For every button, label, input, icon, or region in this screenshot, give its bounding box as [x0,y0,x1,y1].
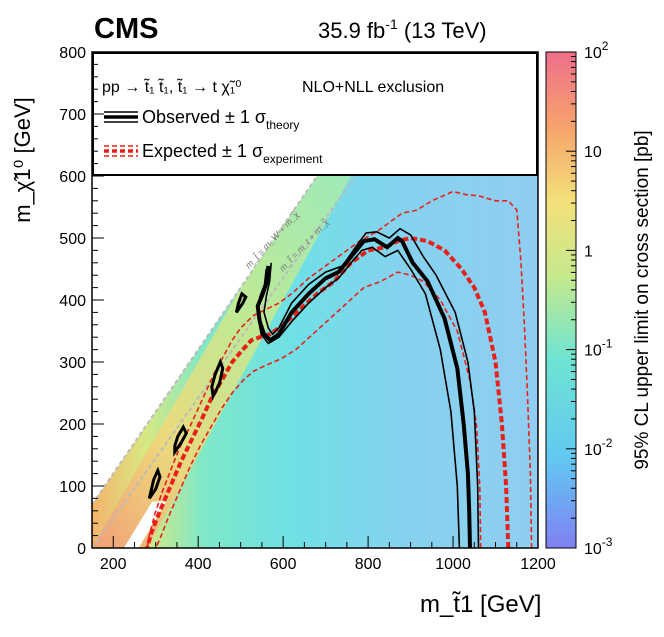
z-tick-exponent: -3 [602,535,613,549]
z-tick-base: 10 [584,442,602,459]
contours [145,190,533,548]
y-tick-label: 600 [59,169,86,186]
diagonal-mw-line [92,169,323,506]
legend-box [92,52,538,176]
cms-label: CMS [94,13,158,45]
z-tick-label: 102 [584,39,609,62]
color-bar [545,51,577,549]
expected-plus-1sigma-contour [146,190,533,548]
z-tick-label: 10-1 [584,337,613,360]
z-tick-exponent: -1 [602,337,613,351]
x-tick-label: 1200 [520,556,556,573]
diagonal-mt-line [92,175,357,548]
x-axis: 200 400 600 800 1000 1200 [100,536,556,573]
y-axis-label: m_χ̃1⁰ [GeV] [10,97,35,223]
luminosity-exponent: -1 [385,16,398,32]
y-tick-label: 700 [59,107,86,124]
y-tick-label: 500 [59,231,86,248]
legend: pp → t̃₁ t̃₁, t̃₁ → t χ̃₁⁰ NLO+NLL exclu… [92,52,538,176]
legend-expected-text: Expected ± 1 σ [142,141,263,161]
observed-island-2 [173,423,188,457]
z-tick-base: 10 [584,144,602,161]
x-tick-label: 800 [355,556,382,573]
expected-central-contour [145,235,511,548]
z-tick-label: 10-2 [584,436,613,459]
z-tick-exponent: -2 [602,436,613,450]
legend-observed-text: Observed ± 1 σ [142,107,266,127]
y-tick-label: 0 [77,541,86,558]
z-tick-label: 1 [584,243,593,260]
legend-exclusion: NLO+NLL exclusion [302,79,444,96]
legend-observed-sub: theory [266,118,299,132]
z-tick-base: 10 [584,45,602,62]
x-axis-label: m_t̃1 [GeV] [420,591,541,618]
z-axis-label: 95% CL upper limit on cross section [pb] [632,130,653,469]
x-tick-label: 200 [100,556,127,573]
y-tick-label: 200 [59,417,86,434]
y-axis: 0 100 200 300 400 500 600 700 800 [59,45,104,558]
x-tick-label: 600 [270,556,297,573]
observed-island-1 [147,466,162,500]
luminosity-label: 35.9 fb-1 (13 TeV) [318,16,487,43]
luminosity-value: 35.9 fb [318,18,385,43]
observed-island-4 [234,291,248,314]
expected-minus-1sigma-contour [154,271,482,548]
z-tick-label: 10 [584,144,602,161]
legend-expected-label: Expected ± 1 σexperiment [142,141,323,166]
legend-expected-sub: experiment [263,152,323,166]
observed-central-contour [255,235,472,548]
z-tick-label: 10-3 [584,535,613,558]
z-tick-base: 1 [584,243,593,260]
legend-observed-label: Observed ± 1 σtheory [142,107,299,132]
x-tick-label: 400 [185,556,212,573]
y-tick-label: 100 [59,479,86,496]
legend-process: pp → t̃₁ t̃₁, t̃₁ → t χ̃₁⁰ [102,77,242,96]
energy-value: (13 TeV) [398,18,487,43]
observed-island-3 [210,358,225,402]
x-tick-label: 1000 [435,556,471,573]
z-tick-base: 10 [584,343,602,360]
y-tick-label: 300 [59,355,86,372]
y-tick-label: 800 [59,45,86,62]
observed-plus-1sigma-contour [263,227,480,548]
z-tick-base: 10 [584,541,602,558]
z-tick-exponent: 2 [602,39,609,53]
y-tick-label: 400 [59,293,86,310]
